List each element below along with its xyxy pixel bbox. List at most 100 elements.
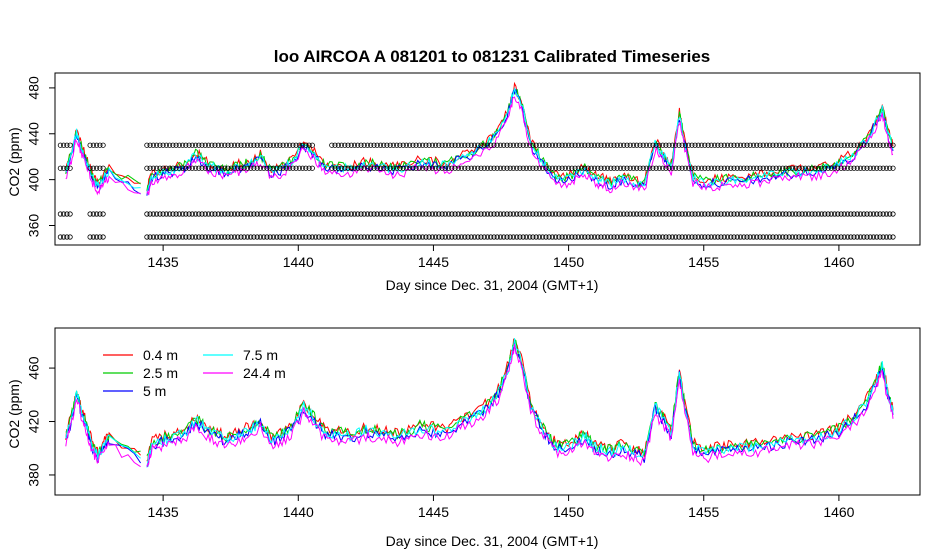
- calibration-marker: [647, 211, 653, 217]
- calibration-marker: [812, 234, 818, 240]
- calibration-marker: [160, 234, 166, 240]
- calibration-marker: [465, 142, 471, 148]
- calibration-marker: [627, 165, 633, 171]
- calibration-marker: [656, 165, 663, 171]
- calibration-marker: [692, 165, 698, 171]
- legend-label-7-5m: 7.5 m: [243, 347, 278, 363]
- calibration-marker: [663, 211, 669, 217]
- calibration-marker: [653, 165, 659, 171]
- calibration-marker: [805, 165, 812, 171]
- calibration-marker: [325, 234, 332, 240]
- calibration-marker: [449, 211, 455, 217]
- calibration-marker: [822, 165, 828, 171]
- calibration-marker: [770, 234, 776, 240]
- calibration-marker: [533, 142, 539, 148]
- calibration-marker: [660, 142, 666, 148]
- calibration-marker: [604, 165, 611, 171]
- calibration-marker: [209, 211, 215, 217]
- calibration-marker: [734, 142, 740, 148]
- calibration-marker: [877, 211, 883, 217]
- calibration-marker: [371, 234, 377, 240]
- calibration-marker: [381, 211, 387, 217]
- calibration-marker: [543, 234, 549, 240]
- calibration-marker: [94, 165, 100, 171]
- calibration-marker: [582, 142, 588, 148]
- calibration-marker: [578, 142, 585, 148]
- calibration-marker: [306, 234, 312, 240]
- calibration-marker: [711, 211, 718, 217]
- calibration-marker: [514, 142, 520, 148]
- calibration-marker: [94, 142, 100, 148]
- calibration-marker: [880, 211, 886, 217]
- calibration-marker: [442, 234, 448, 240]
- calibration-marker: [342, 165, 348, 171]
- calibration-marker: [763, 165, 770, 171]
- calibration-marker: [877, 165, 883, 171]
- calibration-marker: [274, 142, 280, 148]
- calibration-marker: [634, 142, 640, 148]
- calibration-marker: [254, 211, 260, 217]
- calibration-marker: [426, 211, 432, 217]
- calibration-marker: [199, 165, 205, 171]
- calibration-marker: [685, 234, 692, 240]
- calibration-marker: [481, 211, 487, 217]
- calibration-marker: [484, 234, 491, 240]
- calibration-marker: [650, 142, 656, 148]
- calibration-marker: [309, 142, 315, 148]
- calibration-marker: [773, 234, 779, 240]
- calibration-marker: [348, 234, 354, 240]
- calibration-marker: [377, 234, 384, 240]
- calibration-marker: [306, 211, 312, 217]
- calibration-marker: [857, 142, 864, 148]
- calibration-marker: [455, 211, 461, 217]
- calibration-marker: [290, 211, 296, 217]
- calibration-marker: [371, 211, 377, 217]
- calibration-marker: [209, 165, 215, 171]
- calibration-marker: [517, 142, 523, 148]
- calibration-marker: [799, 211, 805, 217]
- calibration-marker: [731, 142, 737, 148]
- calibration-marker: [90, 234, 97, 240]
- panel-bottom-x-tick-label: 1455: [688, 504, 719, 520]
- calibration-marker: [465, 234, 471, 240]
- calibration-marker: [601, 165, 607, 171]
- calibration-marker: [215, 234, 221, 240]
- calibration-marker: [578, 211, 585, 217]
- calibration-marker: [251, 211, 257, 217]
- calibration-marker: [643, 165, 650, 171]
- calibration-marker: [627, 211, 633, 217]
- calibration-marker: [562, 165, 568, 171]
- calibration-marker: [718, 234, 724, 240]
- calibration-marker: [416, 165, 422, 171]
- panel-top-y-tick-label: 480: [26, 76, 42, 100]
- calibration-marker: [750, 234, 757, 240]
- calibration-marker: [381, 234, 387, 240]
- calibration-marker: [445, 211, 452, 217]
- calibration-marker: [390, 142, 396, 148]
- calibration-marker: [831, 165, 838, 171]
- calibration-marker: [57, 165, 64, 171]
- calibration-marker: [475, 234, 481, 240]
- panel-top-x-label: Day since Dec. 31, 2004 (GMT+1): [386, 277, 599, 293]
- calibration-marker: [432, 234, 439, 240]
- calibration-marker: [374, 165, 380, 171]
- calibration-marker: [805, 142, 812, 148]
- calibration-marker: [387, 142, 393, 148]
- calibration-marker: [539, 165, 546, 171]
- calibration-marker: [400, 142, 406, 148]
- calibration-marker: [831, 234, 838, 240]
- calibration-marker: [815, 234, 822, 240]
- calibration-marker: [494, 211, 500, 217]
- calibration-marker: [815, 142, 822, 148]
- calibration-marker: [643, 234, 650, 240]
- calibration-marker: [582, 234, 588, 240]
- calibration-marker: [238, 211, 244, 217]
- calibration-marker: [640, 165, 646, 171]
- calibration-marker: [488, 165, 494, 171]
- calibration-marker: [364, 234, 371, 240]
- calibration-marker: [458, 234, 465, 240]
- calibration-marker: [549, 211, 556, 217]
- calibration-marker: [403, 211, 409, 217]
- calibration-marker: [193, 142, 199, 148]
- calibration-marker: [880, 142, 886, 148]
